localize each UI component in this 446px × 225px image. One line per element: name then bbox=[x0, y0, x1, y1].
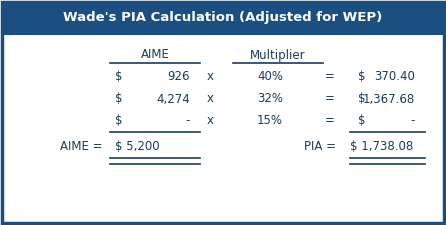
Text: $: $ bbox=[358, 115, 366, 128]
Text: $ 5,200: $ 5,200 bbox=[115, 140, 160, 153]
Text: $ 1,738.08: $ 1,738.08 bbox=[350, 140, 413, 153]
Text: =: = bbox=[325, 70, 335, 83]
Text: Wade's PIA Calculation (Adjusted for WEP): Wade's PIA Calculation (Adjusted for WEP… bbox=[63, 11, 383, 25]
Text: 15%: 15% bbox=[257, 115, 283, 128]
Text: x: x bbox=[206, 115, 214, 128]
Text: $: $ bbox=[358, 70, 366, 83]
Text: 4,274: 4,274 bbox=[156, 92, 190, 106]
Text: 40%: 40% bbox=[257, 70, 283, 83]
Text: 926: 926 bbox=[168, 70, 190, 83]
Text: $: $ bbox=[115, 92, 123, 106]
Text: PIA =: PIA = bbox=[304, 140, 336, 153]
Text: 32%: 32% bbox=[257, 92, 283, 106]
Text: AIME: AIME bbox=[140, 49, 169, 61]
Text: =: = bbox=[325, 115, 335, 128]
FancyBboxPatch shape bbox=[2, 2, 444, 35]
Text: x: x bbox=[206, 70, 214, 83]
Text: $: $ bbox=[115, 115, 123, 128]
Text: Multiplier: Multiplier bbox=[250, 49, 306, 61]
Text: -: - bbox=[411, 115, 415, 128]
Text: 1,367.68: 1,367.68 bbox=[363, 92, 415, 106]
Text: x: x bbox=[206, 92, 214, 106]
Text: $: $ bbox=[358, 92, 366, 106]
Text: $: $ bbox=[115, 70, 123, 83]
Text: 370.40: 370.40 bbox=[374, 70, 415, 83]
Text: AIME =: AIME = bbox=[60, 140, 103, 153]
Text: -: - bbox=[186, 115, 190, 128]
FancyBboxPatch shape bbox=[2, 2, 444, 223]
Text: =: = bbox=[325, 92, 335, 106]
